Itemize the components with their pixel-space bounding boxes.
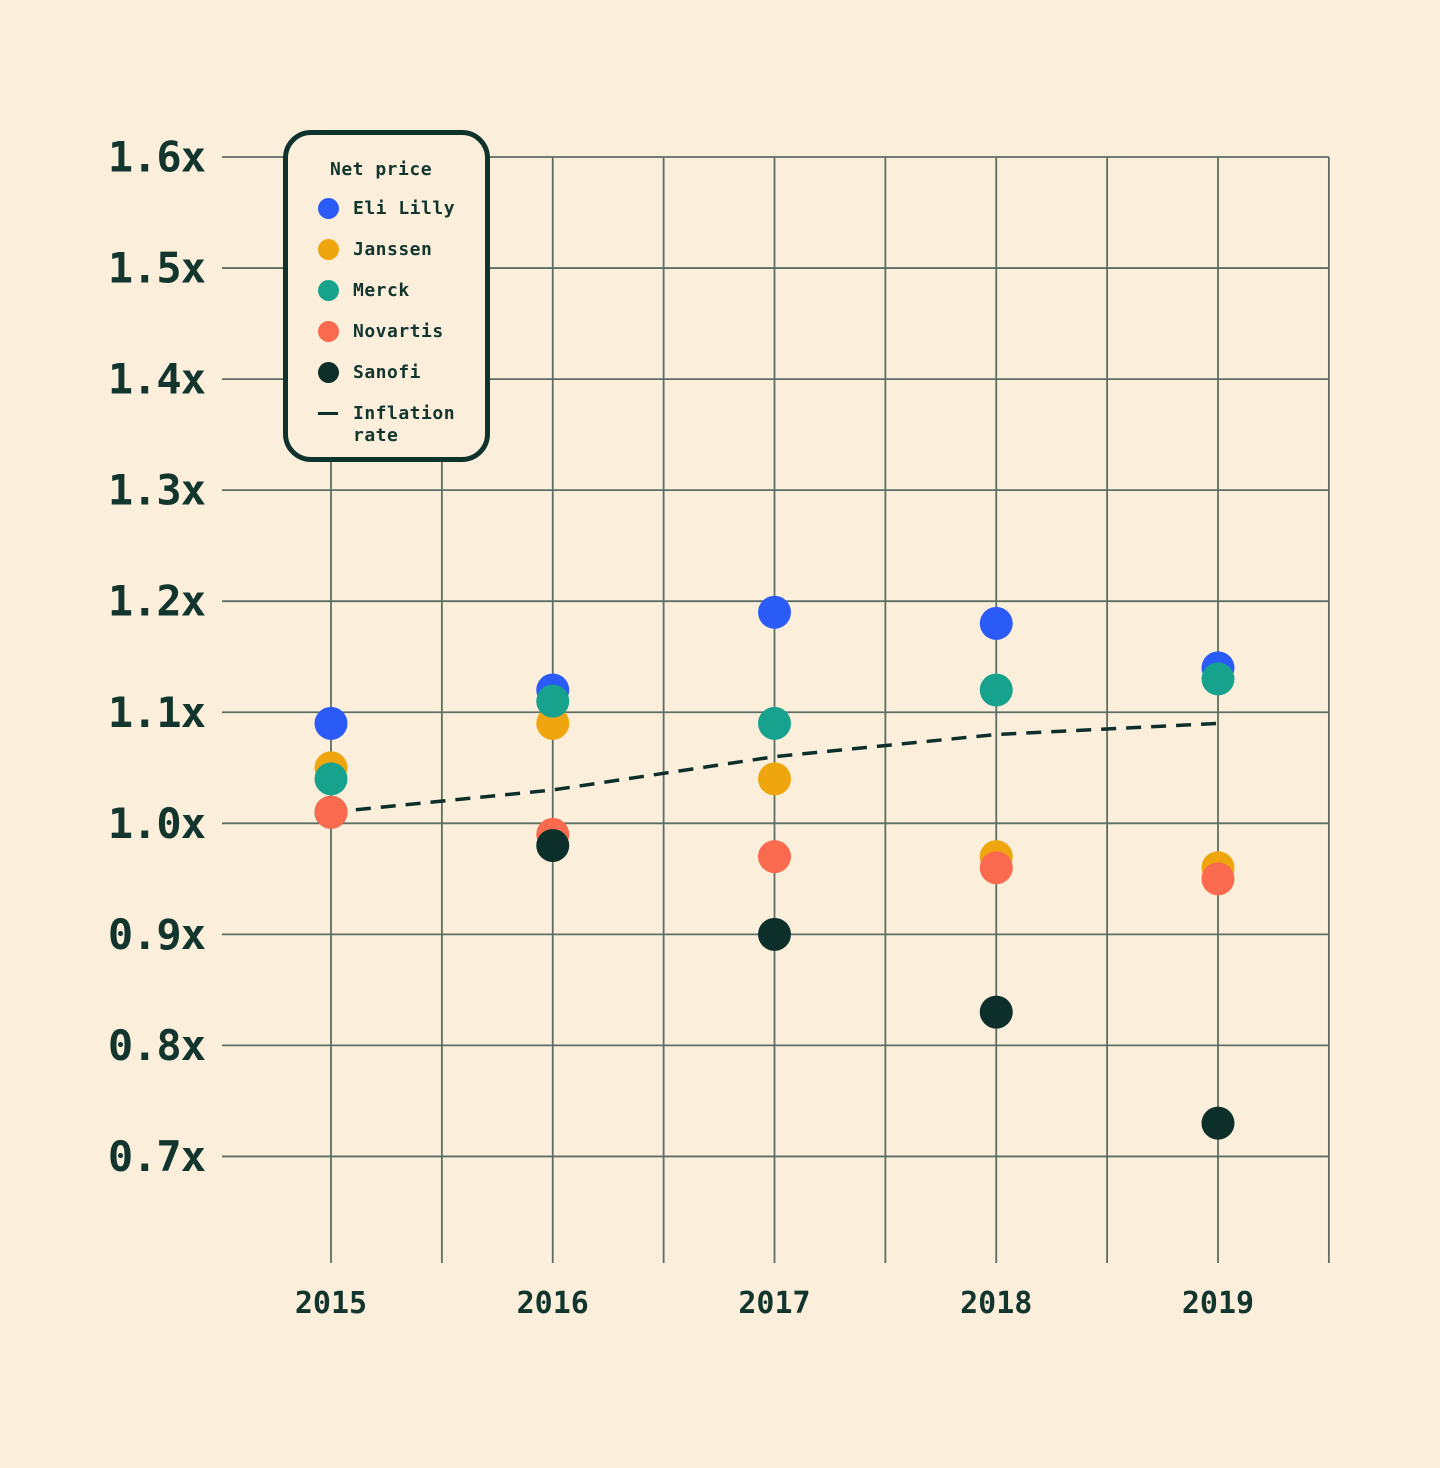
data-point-sanofi [758, 917, 791, 951]
data-point-merck [1201, 662, 1235, 696]
x-axis-tick-label: 2018 [960, 1286, 1032, 1321]
y-axis-tick-label: 1.3x [108, 466, 206, 515]
legend-swatch-icon [318, 320, 339, 342]
legend-swatch-icon [318, 238, 339, 260]
data-point-eli-lilly [314, 706, 348, 740]
dash-line-icon [318, 411, 338, 415]
data-point-novartis [314, 795, 348, 829]
y-axis-tick-label: 1.4x [108, 355, 206, 404]
x-axis-tick-label: 2016 [517, 1286, 589, 1321]
legend-item-label: Janssen [353, 238, 433, 260]
legend-swatch-icon [318, 361, 339, 383]
data-point-novartis [979, 851, 1013, 885]
legend-item-sanofi: Sanofi [318, 361, 485, 384]
y-axis-tick-label: 1.5x [108, 244, 206, 293]
y-axis-tick-label: 1.6x [108, 133, 206, 182]
y-axis-tick-label: 1.0x [108, 799, 206, 848]
y-axis-tick-label: 0.7x [108, 1132, 206, 1181]
data-point-sanofi [979, 995, 1013, 1029]
data-point-novartis [1201, 862, 1235, 896]
legend-item-janssen: Janssen [318, 238, 485, 261]
data-point-merck [979, 673, 1013, 707]
data-point-novartis [758, 840, 791, 874]
data-point-eli-lilly [979, 606, 1013, 640]
y-axis-tick-label: 0.9x [108, 910, 206, 959]
legend-swatch-icon [318, 279, 339, 301]
y-axis-tick-label: 1.1x [108, 688, 206, 737]
data-point-merck [536, 684, 570, 718]
legend-swatch-icon [318, 198, 339, 219]
x-axis-tick-label: 2019 [1182, 1286, 1254, 1321]
legend-item-merck: Merck [318, 279, 485, 302]
y-axis-tick-label: 0.8x [108, 1021, 206, 1070]
data-point-sanofi [1201, 1106, 1235, 1140]
x-axis-tick-label: 2017 [738, 1286, 810, 1321]
y-axis-tick-label: 1.2x [108, 577, 206, 626]
legend: Net price Eli Lilly Janssen Merck Novartis S… [283, 130, 490, 462]
legend-item-label: Merck [353, 279, 410, 301]
legend-item-inflation-rate: Inflation rate [318, 403, 485, 447]
legend-item-label: Inflation rate [353, 402, 456, 446]
legend-item-label: Novartis [353, 320, 444, 342]
data-point-merck [758, 706, 791, 740]
data-point-merck [314, 762, 348, 796]
legend-item-label: Sanofi [353, 361, 422, 383]
data-point-janssen [758, 762, 791, 796]
legend-title: Net price [330, 159, 433, 180]
legend-item-label: Eli Lilly [353, 198, 456, 219]
legend-item-eli-lilly: Eli Lilly [318, 198, 485, 220]
legend-items: Eli Lilly Janssen Merck Novartis Sanofi Infla… [318, 198, 485, 447]
legend-item-novartis: Novartis [318, 320, 485, 343]
data-point-sanofi [536, 829, 570, 863]
x-axis-tick-label: 2015 [295, 1286, 367, 1321]
data-point-eli-lilly [758, 595, 791, 629]
